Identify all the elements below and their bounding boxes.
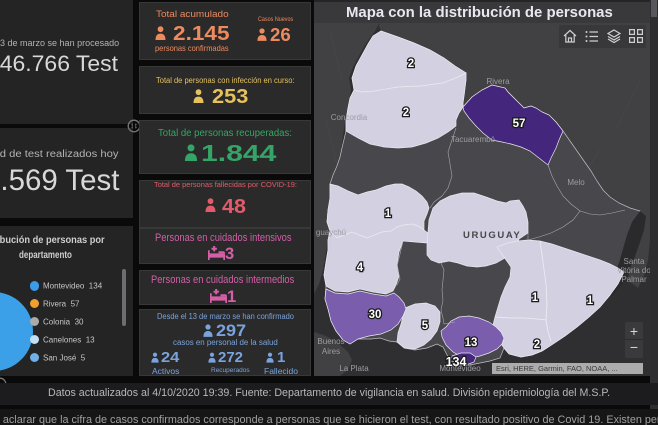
svg-text:La Plata: La Plata <box>339 364 369 373</box>
svg-text:Aires: Aires <box>322 347 340 356</box>
svg-text:2: 2 <box>403 107 409 119</box>
svg-text:2: 2 <box>408 58 414 70</box>
svg-text:Buenos: Buenos <box>317 337 344 346</box>
svg-text:134: 134 <box>446 355 467 369</box>
svg-text:1: 1 <box>532 292 539 304</box>
svg-text:2: 2 <box>534 339 540 351</box>
svg-text:Tacuarembó: Tacuarembó <box>451 135 496 144</box>
svg-text:1: 1 <box>385 208 392 220</box>
svg-text:Rivera: Rivera <box>486 77 510 86</box>
svg-text:guaychú: guaychú <box>316 228 346 237</box>
svg-text:4: 4 <box>357 262 364 274</box>
svg-text:1: 1 <box>587 295 594 307</box>
svg-text:Vitória do: Vitória do <box>617 266 650 275</box>
svg-text:Melo: Melo <box>567 178 585 187</box>
svg-text:Santa: Santa <box>624 257 645 266</box>
svg-text:57: 57 <box>513 118 526 130</box>
svg-text:Concordia: Concordia <box>331 113 368 122</box>
svg-text:30: 30 <box>369 309 382 321</box>
svg-text:Montevideo: Montevideo <box>439 364 481 373</box>
svg-text:URUGUAY: URUGUAY <box>463 230 521 241</box>
svg-text:13: 13 <box>465 337 478 349</box>
svg-text:5: 5 <box>422 320 429 332</box>
svg-text:Palmar: Palmar <box>621 275 647 284</box>
